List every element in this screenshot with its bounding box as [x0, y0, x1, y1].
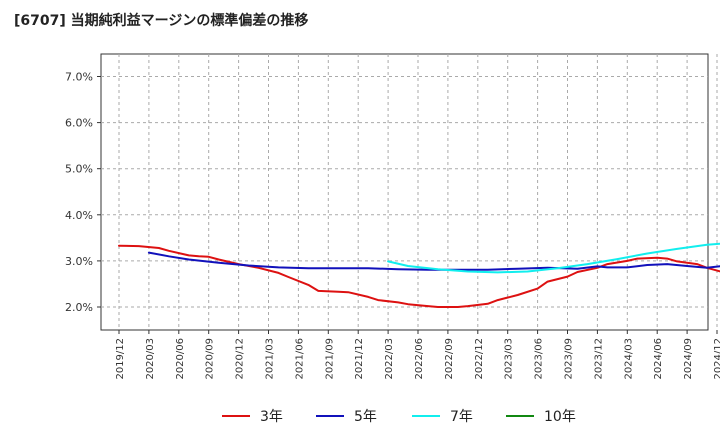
legend-item-3: 7年 — [412, 404, 473, 428]
x-tick-label: 2024/09 — [683, 338, 694, 380]
legend-swatch — [506, 415, 534, 417]
x-tick-label: 2023/06 — [534, 338, 545, 380]
chart-title: [6707] 当期純利益マージンの標準偏差の推移 — [14, 13, 309, 29]
x-tick-label: 2022/09 — [444, 338, 455, 380]
legend-item-4: 10年 — [506, 404, 576, 428]
x-tick-label: 2024/12 — [713, 338, 720, 380]
legend-swatch — [412, 415, 440, 417]
x-tick-label: 2021/06 — [294, 338, 305, 380]
legend-swatch — [222, 415, 250, 417]
y-tick-label: 4.0% — [65, 209, 93, 222]
legend-item-1: 3年 — [222, 404, 283, 428]
legend-label: 10年 — [544, 409, 576, 425]
x-tick-label: 2020/09 — [205, 338, 216, 380]
x-tick-label: 2023/12 — [593, 338, 604, 380]
y-tick-label: 7.0% — [65, 71, 93, 84]
y-axis-ticks: 2.0% 3.0% 4.0% 5.0% 6.0% 7.0% — [65, 71, 101, 314]
y-tick-label: 3.0% — [65, 255, 93, 268]
legend: 3年 5年 7年 10年 — [0, 404, 720, 428]
x-tick-label: 2021/09 — [324, 338, 335, 380]
x-tick-label: 2024/06 — [653, 338, 664, 380]
legend-label: 3年 — [260, 409, 283, 425]
x-tick-label: 2019/12 — [115, 338, 126, 380]
x-tick-label: 2020/12 — [235, 338, 246, 380]
x-tick-label: 2022/12 — [474, 338, 485, 380]
legend-label: 5年 — [354, 409, 377, 425]
series-line-3 — [387, 242, 720, 274]
x-tick-label: 2023/03 — [504, 338, 515, 380]
x-tick-label: 2020/03 — [145, 338, 156, 380]
legend-label: 7年 — [450, 409, 473, 425]
series-line-2 — [147, 251, 720, 271]
x-tick-label: 2020/06 — [175, 338, 186, 380]
x-tick-label: 2021/03 — [265, 338, 276, 380]
plot-area — [100, 53, 709, 331]
legend-swatch — [316, 415, 344, 417]
x-axis-ticks: 2019/12 2020/03 2020/06 2020/09 2020/12 2021/… — [115, 330, 720, 380]
x-tick-label: 2023/09 — [564, 338, 575, 380]
y-tick-label: 2.0% — [65, 301, 93, 314]
legend-item-2: 5年 — [316, 404, 377, 428]
series-lines — [118, 242, 720, 308]
y-tick-label: 5.0% — [65, 163, 93, 176]
x-tick-label: 2022/03 — [384, 338, 395, 380]
x-tick-label: 2021/12 — [354, 338, 365, 380]
y-tick-label: 6.0% — [65, 117, 93, 130]
x-tick-label: 2024/03 — [623, 338, 634, 380]
x-tick-label: 2022/06 — [414, 338, 425, 380]
